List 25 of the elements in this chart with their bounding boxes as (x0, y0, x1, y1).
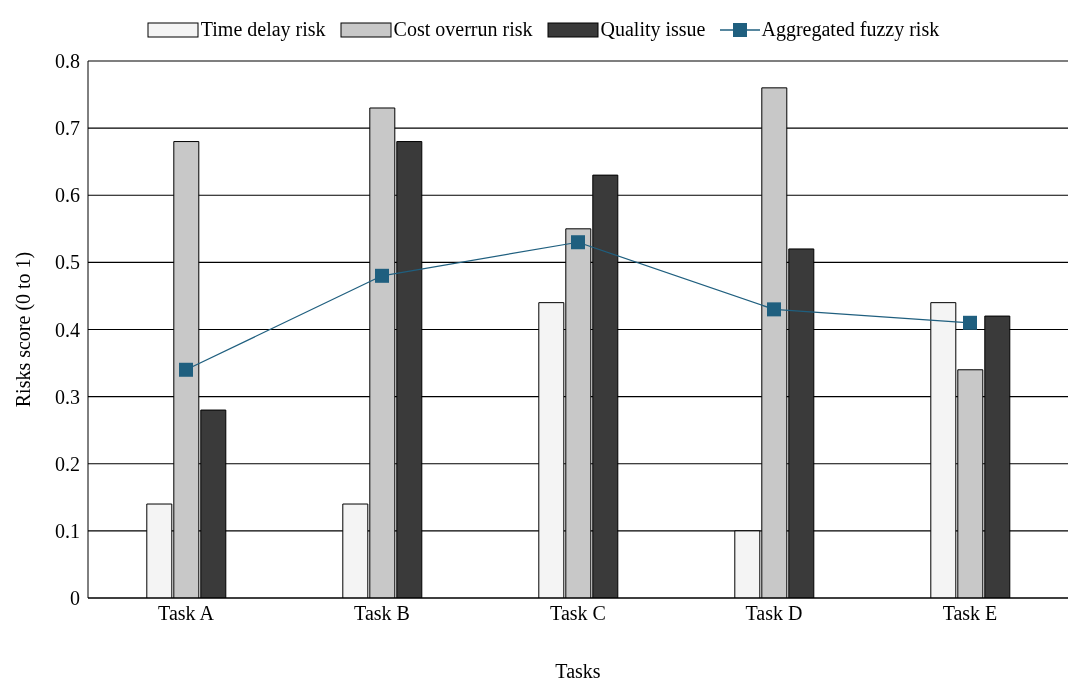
legend-label: Aggregated fuzzy risk (761, 18, 940, 41)
y-tick-label: 0 (70, 587, 80, 610)
y-tick-label: 0.7 (55, 117, 80, 140)
y-axis-title: Risks score (0 to 1) (12, 251, 36, 408)
y-tick-label: 0.1 (55, 519, 80, 542)
point (375, 268, 389, 283)
point (767, 302, 781, 317)
legend-label: Quality issue (600, 18, 706, 41)
y-tick-label: 0.6 (55, 184, 80, 207)
y-tick-label: 0.2 (55, 452, 80, 475)
y-tick-label: 0.5 (55, 251, 80, 274)
point (571, 235, 585, 250)
x-axis-title: Tasks (555, 660, 601, 682)
x-tick-label: Task A (158, 602, 215, 625)
point (963, 315, 977, 330)
point (179, 362, 193, 377)
x-tick-label: Task E (942, 602, 998, 625)
legend-label: Time delay risk (200, 18, 326, 41)
y-tick-label: 0.8 (55, 50, 80, 73)
x-tick-label: Task D (745, 602, 803, 625)
y-tick-label: 0.4 (55, 318, 80, 341)
x-tick-label: Task B (354, 602, 410, 625)
y-tick-label: 0.3 (55, 385, 80, 408)
x-tick-label: Task C (550, 602, 606, 625)
legend-label: Cost overrun risk (393, 18, 533, 41)
